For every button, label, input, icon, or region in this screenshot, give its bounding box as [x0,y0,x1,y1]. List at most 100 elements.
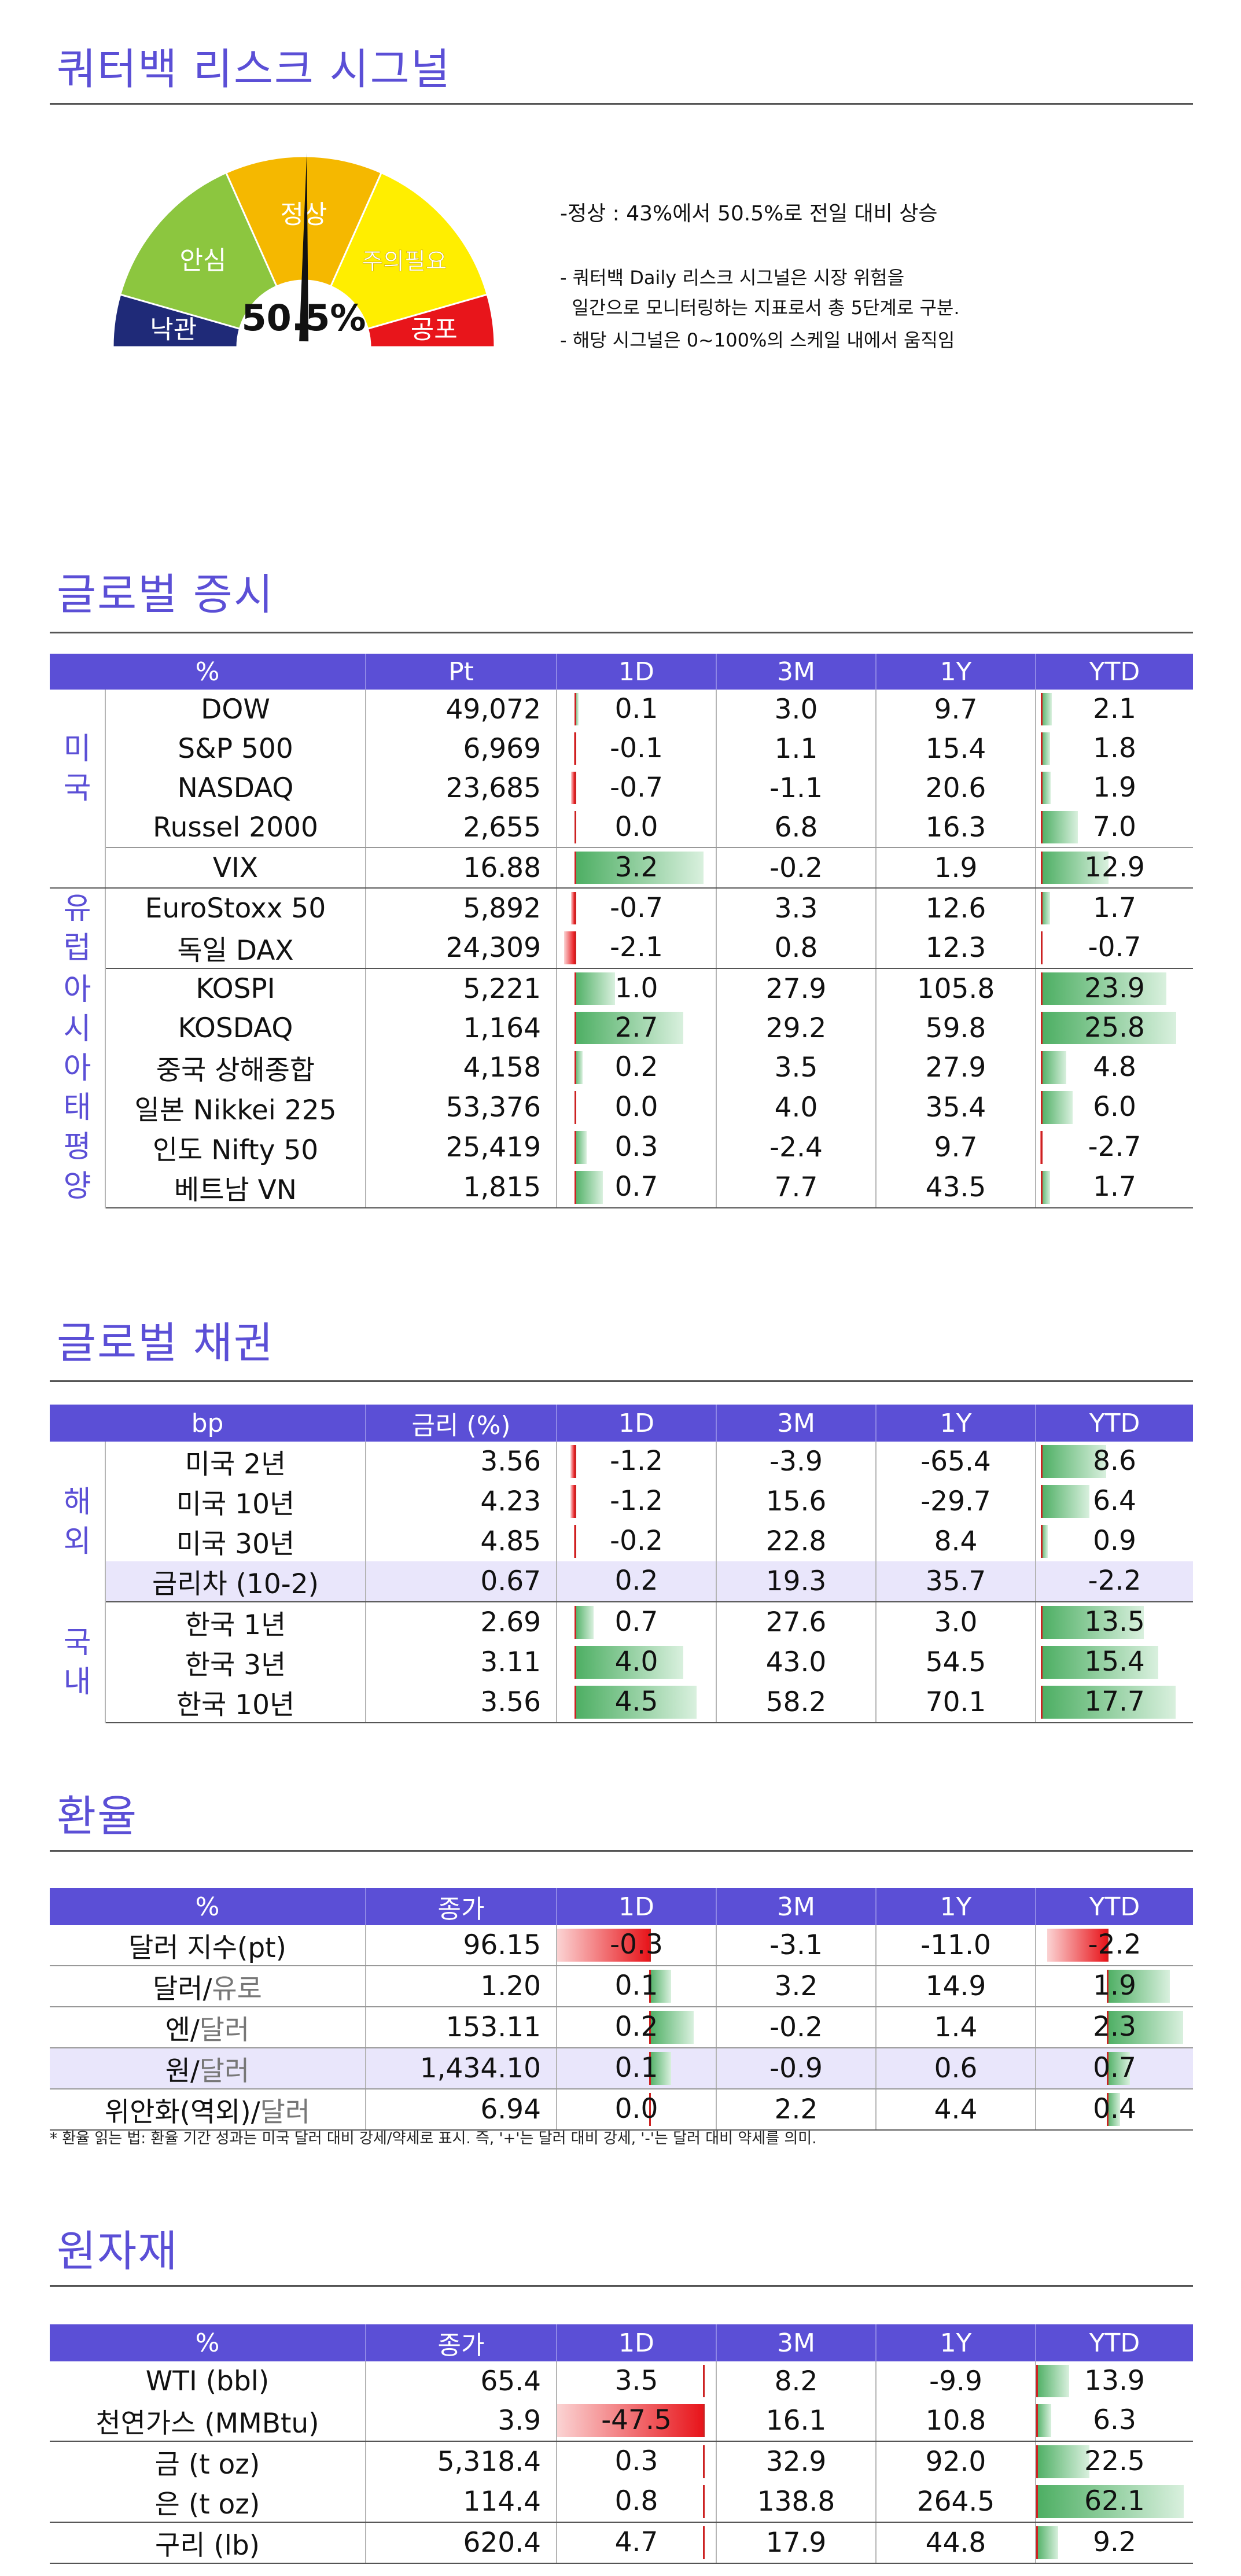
equity-ytd-bar [1041,693,1052,725]
equity-ytd-axis [1041,1091,1043,1124]
equity-1d: 0.2 [557,1048,717,1088]
equity-1d: 0.7 [557,1167,717,1208]
equity-3m: -0.2 [716,847,877,889]
commod-row: 구리 (lb) 620.4 4.7 17.9 44.8 9.2 [50,2522,1193,2564]
fx-1y: 0.6 [876,2048,1036,2089]
commod-ytd-bar [1036,2445,1090,2478]
fx-1d-value: 0.1 [614,1970,658,2002]
equity-ytd: -2.7 [1036,1127,1193,1167]
equity-1d-bar [564,931,575,964]
equity-1d-value: 0.3 [614,1131,658,1163]
fx-1d: 0.0 [557,2089,717,2131]
commod-1d-axis [703,2404,705,2437]
bonds-3m: 15.6 [716,1482,877,1521]
bonds-1d-axis [575,1445,577,1478]
equity-ytd-bar [1041,1091,1073,1124]
gauge-label-3: 주의필요 [362,248,447,275]
equity-1d-axis [575,1171,577,1204]
equity-level: 1,815 [366,1167,557,1208]
commod-1y: 264.5 [876,2482,1036,2523]
bonds-1d-value: -1.2 [610,1445,663,1477]
fx-header-1: 종가 [366,1888,557,1925]
commod-3m: 32.9 [716,2441,877,2482]
fx-1d-bar [649,2052,672,2085]
equity-1d-bar [571,772,575,804]
equity-level: 5,221 [366,968,557,1008]
equity-row: 중국 상해종합 4,158 0.2 3.5 27.9 4.8 [50,1048,1193,1088]
commod-1d: 0.3 [557,2441,717,2482]
bonds-ytd-value: 13.5 [1084,1606,1145,1638]
fx-1d: 0.1 [557,1966,717,2007]
bonds-header-2: 1D [557,1405,717,1442]
commod-ytd-axis [1036,2404,1038,2437]
commod-name: 은 (t oz) [50,2482,366,2523]
commod-header-1: 종가 [366,2324,557,2361]
bonds-1d-value: -1.2 [610,1485,663,1517]
bonds-1d: 4.5 [557,1682,717,1723]
equity-ytd-axis [1041,1051,1043,1084]
equity-1d-axis [575,772,577,804]
commod-header-4: 1Y [876,2324,1036,2361]
fx-ytd-value: 0.7 [1093,2052,1136,2084]
commod-1d: 3.5 [557,2361,717,2401]
equity-ytd-bar [1041,772,1051,804]
equity-1d: -2.1 [557,928,717,969]
fx-1d-value: 0.0 [614,2093,658,2125]
commod-1d-value: 3.5 [614,2365,658,2397]
equity-1d: -0.7 [557,888,717,928]
bonds-name: 미국 30년 [105,1521,367,1561]
equity-ytd-bar [1041,1051,1066,1084]
equity-1y: 105.8 [876,968,1036,1008]
equity-1d-value: 0.7 [614,1171,658,1203]
commod-3m: 16.1 [716,2401,877,2442]
commod-header-0: % [50,2324,366,2361]
fx-title: 환율 [57,1792,138,1841]
commod-ytd-value: 62.1 [1084,2485,1145,2517]
commod-ytd-axis [1036,2485,1038,2518]
bonds-1d: 4.0 [557,1642,717,1682]
commod-ytd-bar [1036,2485,1184,2518]
commod-1y: 10.8 [876,2401,1036,2442]
equity-level: 53,376 [366,1088,557,1127]
equity-ytd: 1.7 [1036,1167,1193,1208]
equity-1y: 16.3 [876,808,1036,848]
equity-1d-axis [575,732,577,765]
bonds-1d-axis [575,1485,577,1518]
equity-ytd-value: 2.1 [1093,693,1136,725]
fx-1d-bar [649,1970,672,2003]
fx-ytd-value: -2.2 [1088,1929,1141,1960]
bonds-1y: 54.5 [876,1642,1037,1682]
equity-ytd: 12.9 [1036,847,1193,889]
commod-1d-axis [703,2365,705,2397]
fx-1d: 0.1 [557,2048,717,2089]
fx-ytd-value: 0.4 [1093,2093,1136,2125]
bonds-1d-value: -0.2 [610,1525,663,1557]
equity-ytd-value: -0.7 [1088,931,1141,963]
equity-1y: 35.4 [876,1088,1036,1127]
fx-ytd-bar [1047,1929,1107,1962]
bonds-level: 3.11 [366,1642,558,1682]
bonds-1d-bar [570,1445,575,1478]
equity-ytd-value: 6.0 [1093,1091,1136,1123]
bonds-ytd: 17.7 [1036,1682,1194,1723]
commod-ytd-axis [1036,2526,1038,2559]
equity-1d-axis [575,852,577,884]
equity-ytd-value: 23.9 [1084,972,1145,1004]
commod-1y: 92.0 [876,2441,1036,2482]
bonds-1d-value: 4.0 [614,1646,658,1678]
bonds-name: 한국 1년 [105,1602,367,1642]
commod-row: 은 (t oz) 114.4 0.8 138.8 264.5 62.1 [50,2482,1193,2523]
bonds-name: 미국 2년 [105,1442,367,1482]
bonds-ytd: 13.5 [1036,1602,1193,1642]
equity-3m: 1.1 [716,729,877,768]
equity-ytd-axis [1041,811,1043,843]
commod-1d-value: 4.7 [614,2526,658,2558]
fx-header-2: 1D [557,1888,717,1925]
equity-row: 유 럽 EuroStoxx 50 5,892 -0.7 3.3 12.6 1.7 [50,888,1193,968]
equity-ytd: 1.8 [1036,729,1193,768]
bonds-3m: 43.0 [716,1642,877,1682]
bonds-row: 미국 30년 4.85 -0.2 22.8 8.4 0.9 [50,1521,1193,1561]
equity-1d-value: 3.2 [614,852,658,883]
equity-1d: 1.0 [557,968,717,1008]
equity-1d-value: -2.1 [610,931,663,963]
